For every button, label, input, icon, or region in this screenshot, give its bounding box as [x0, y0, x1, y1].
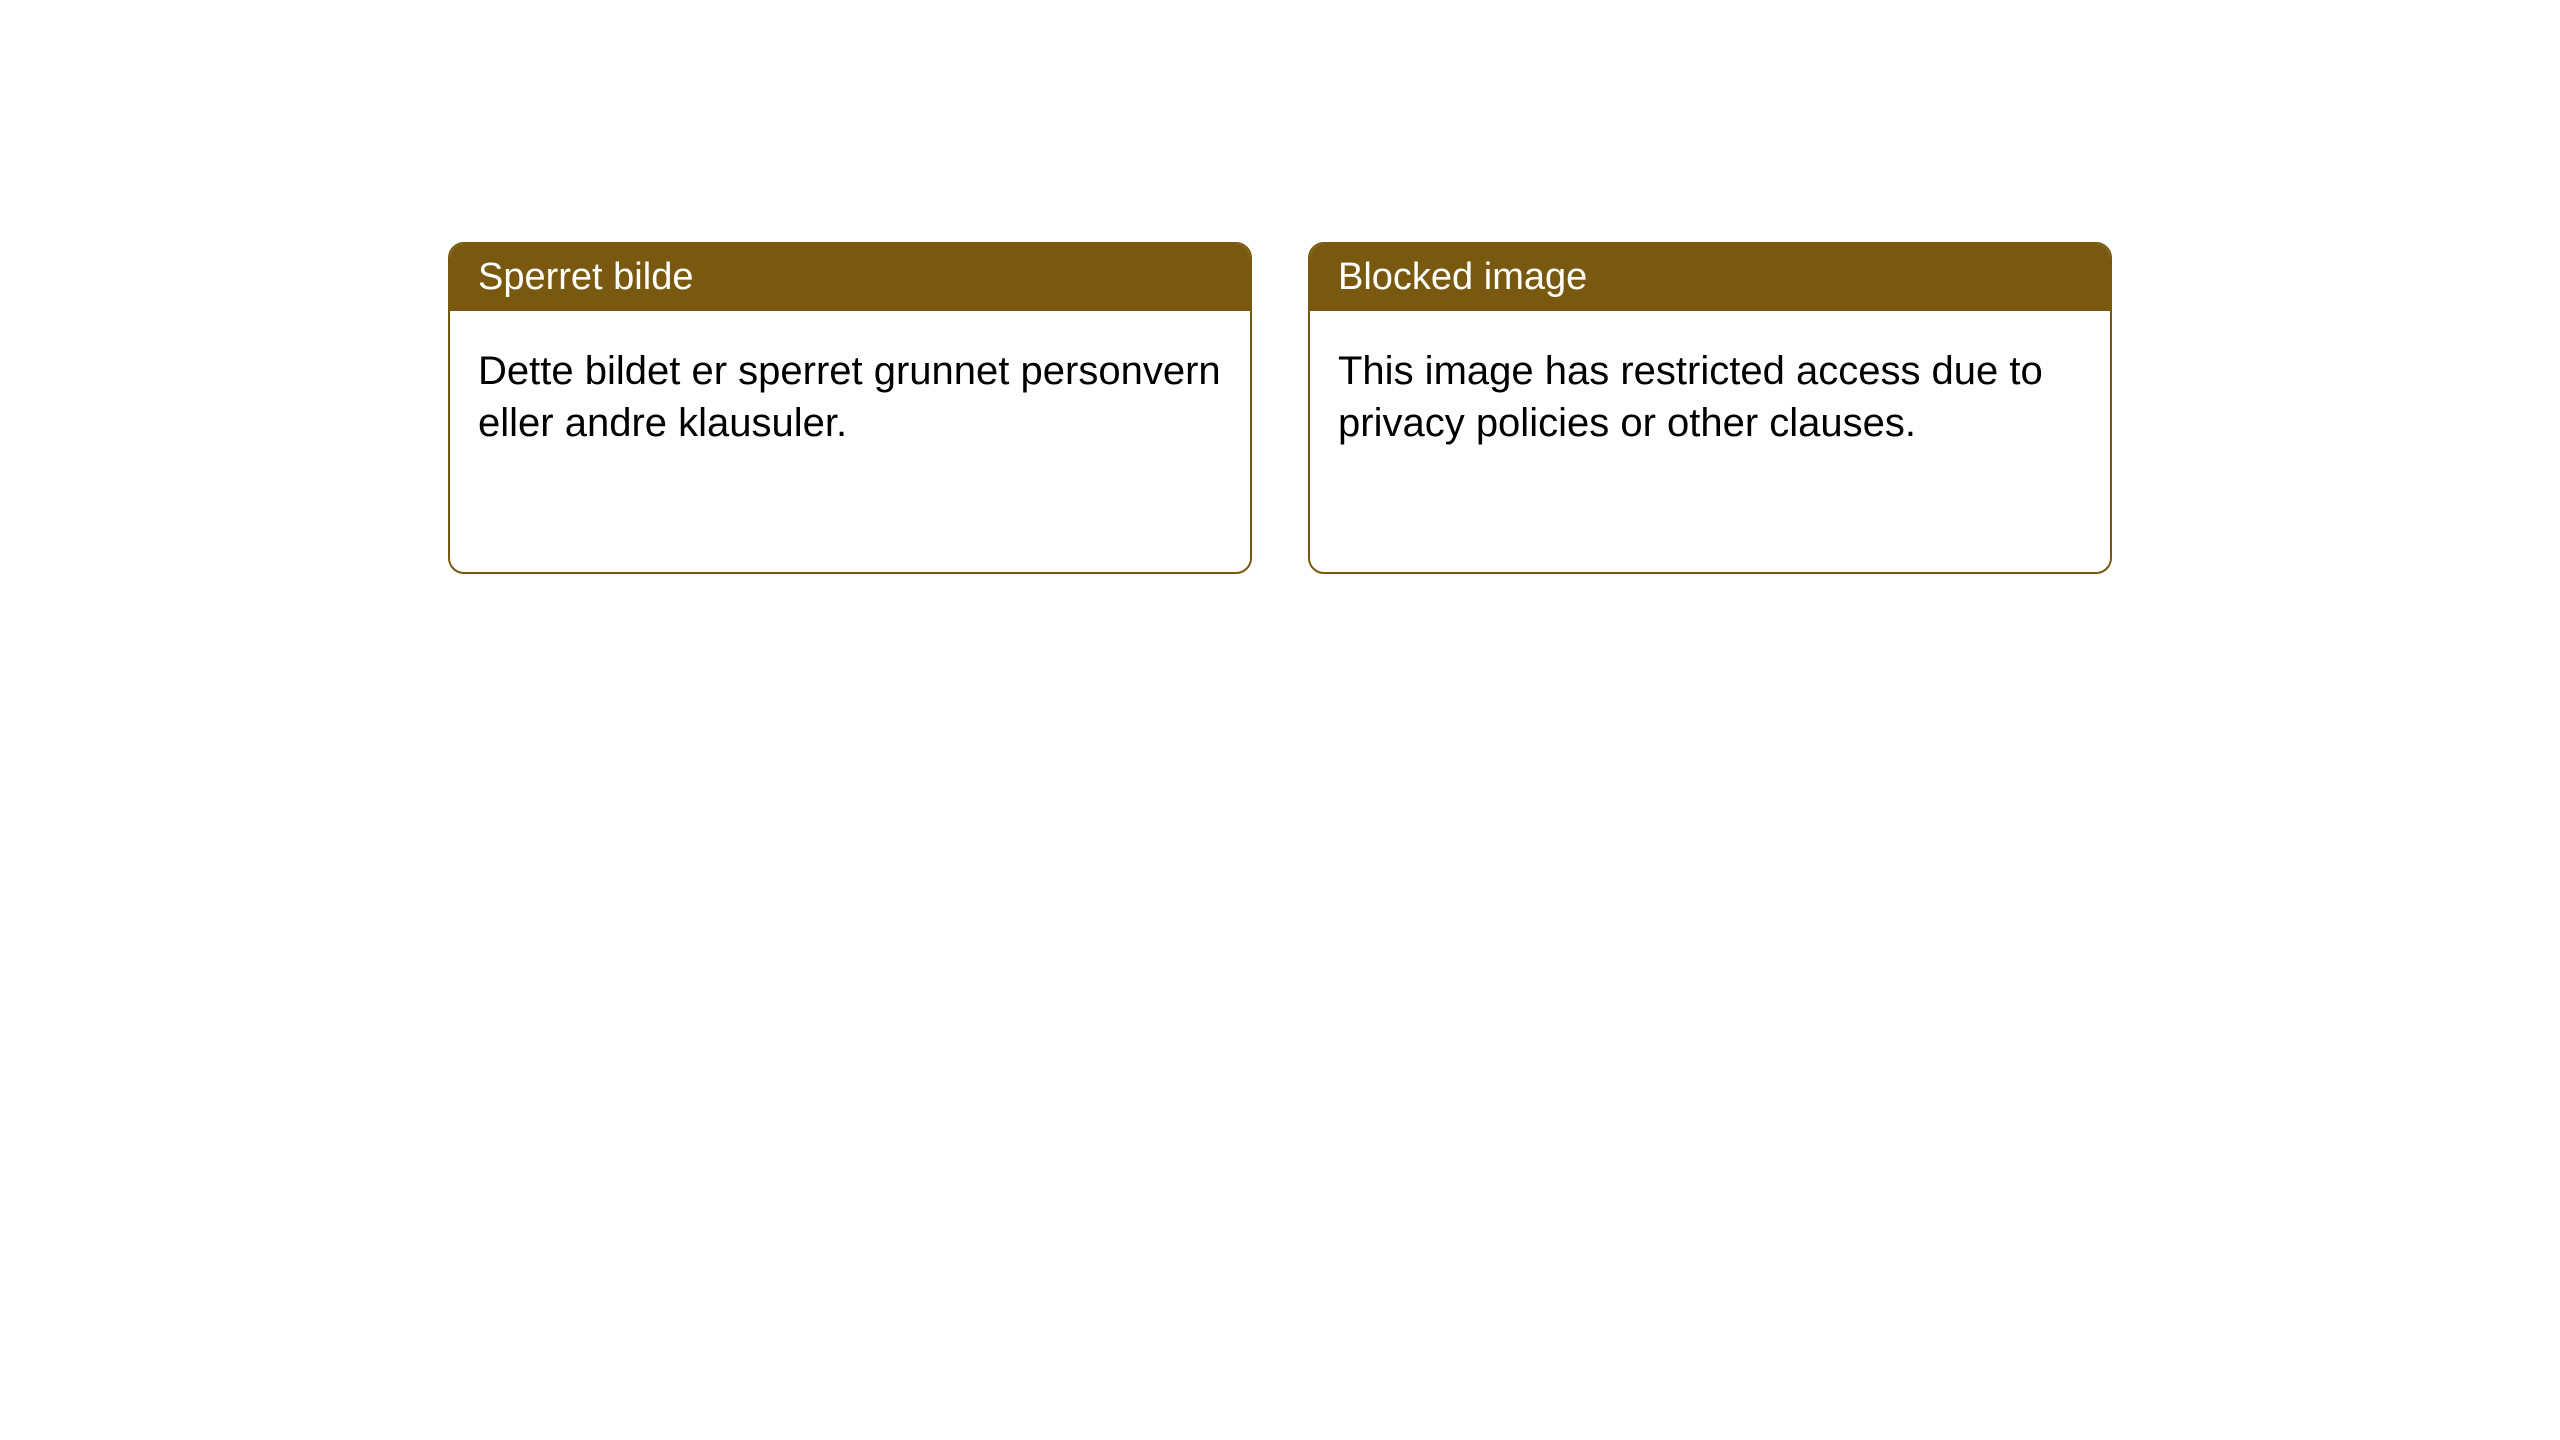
notice-card-en: Blocked image This image has restricted …: [1308, 242, 2112, 574]
notice-container: Sperret bilde Dette bildet er sperret gr…: [0, 0, 2560, 574]
notice-header-nb: Sperret bilde: [450, 244, 1250, 311]
notice-body-nb: Dette bildet er sperret grunnet personve…: [450, 311, 1250, 483]
notice-header-en: Blocked image: [1310, 244, 2110, 311]
notice-card-nb: Sperret bilde Dette bildet er sperret gr…: [448, 242, 1252, 574]
notice-body-en: This image has restricted access due to …: [1310, 311, 2110, 483]
